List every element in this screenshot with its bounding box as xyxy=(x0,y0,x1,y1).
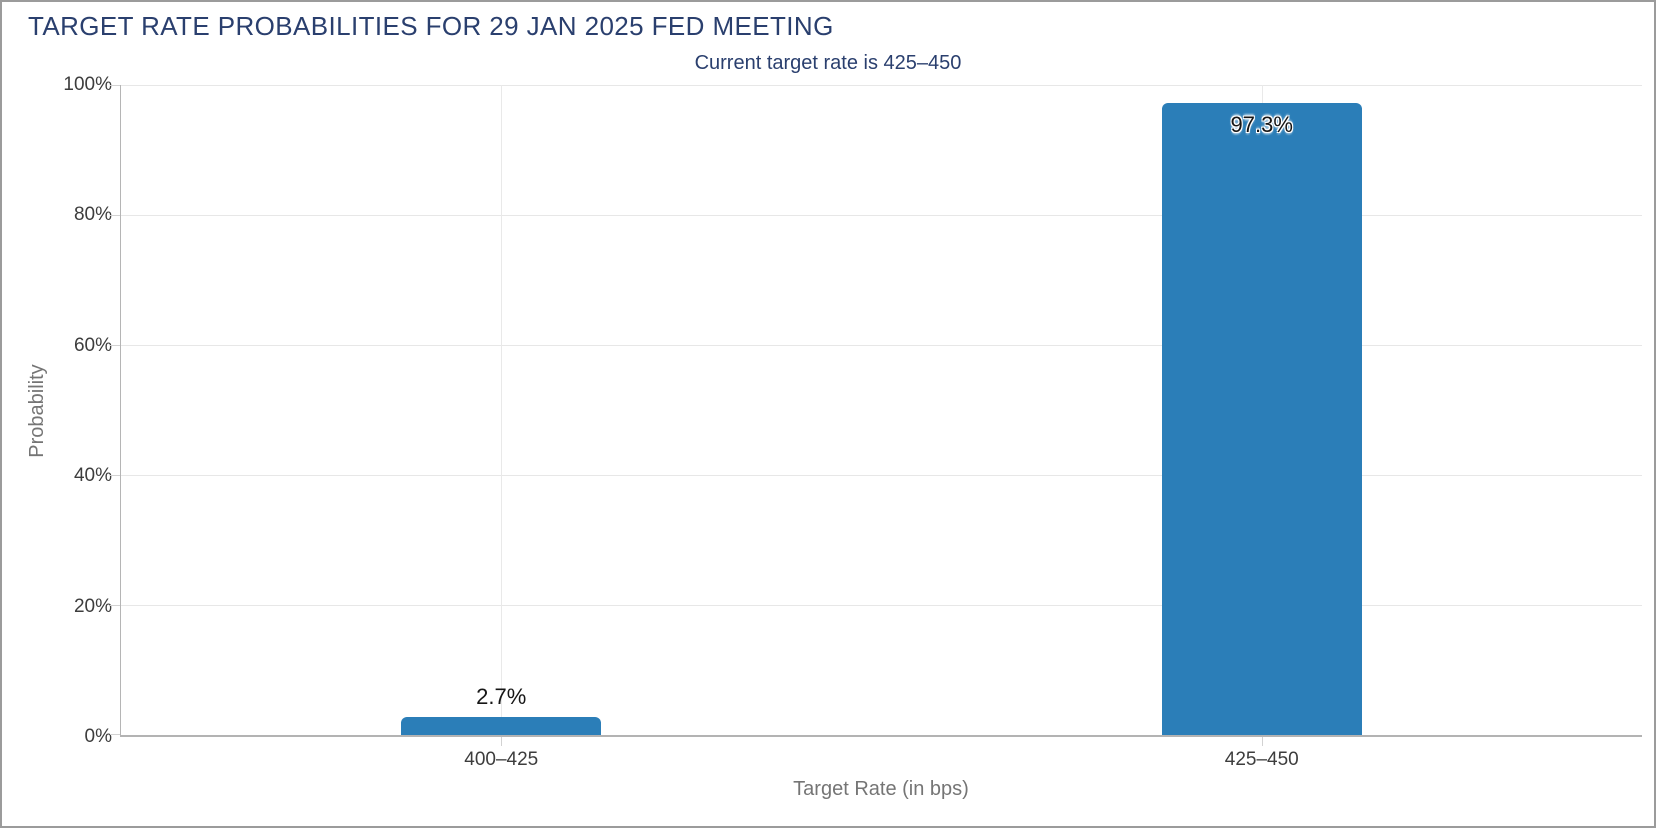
gridline-80 xyxy=(121,215,1642,216)
gridline-60 xyxy=(121,345,1642,346)
vertical-gridline xyxy=(501,85,503,735)
y-tick-label-100: 100% xyxy=(63,74,112,95)
x-axis-title: Target Rate (in bps) xyxy=(793,778,969,800)
y-tickmark xyxy=(110,85,120,86)
category-band-400-425: 2.7% 400–425 xyxy=(121,85,882,770)
category-label-400-425: 400–425 xyxy=(464,749,539,770)
y-tickmark xyxy=(110,215,120,216)
y-tickmark xyxy=(110,605,120,606)
bar-value-label: 2.7% xyxy=(476,684,527,710)
x-tickmark xyxy=(1261,737,1263,746)
chart-title: TARGET RATE PROBABILITIES FOR 29 JAN 202… xyxy=(28,11,834,41)
bar-400-425: 2.7% xyxy=(401,684,602,735)
gridline-20 xyxy=(121,605,1642,606)
y-tickmark xyxy=(110,475,120,476)
y-tickmark xyxy=(110,734,120,735)
category-band-425-450: 97.3% 425–450 xyxy=(882,85,1643,770)
x-tickmark xyxy=(501,737,503,746)
bar-value-label: 97.3% xyxy=(1230,111,1293,137)
y-tick-label-20: 20% xyxy=(73,595,112,617)
y-tick-label-0: 0% xyxy=(84,726,112,747)
category-label-425-450: 425–450 xyxy=(1224,749,1299,770)
gridline-40 xyxy=(121,475,1642,476)
plot-area: 2.7% 400–425 97.3% 425–450 xyxy=(110,85,1643,770)
y-tick-label-80: 80% xyxy=(73,204,112,226)
y-axis-tick-labels: 100% 80% 60% 40% 20% 0% xyxy=(32,74,112,747)
gridline-100 xyxy=(121,85,1642,86)
y-axis-title: Probability xyxy=(26,364,48,458)
y-tick-label-40: 40% xyxy=(73,465,112,487)
y-tick-label-60: 60% xyxy=(73,334,112,356)
chart-subtitle: Current target rate is 425–450 xyxy=(694,52,962,74)
y-tickmark xyxy=(110,345,120,346)
bar-425-450: 97.3% xyxy=(1161,102,1362,735)
